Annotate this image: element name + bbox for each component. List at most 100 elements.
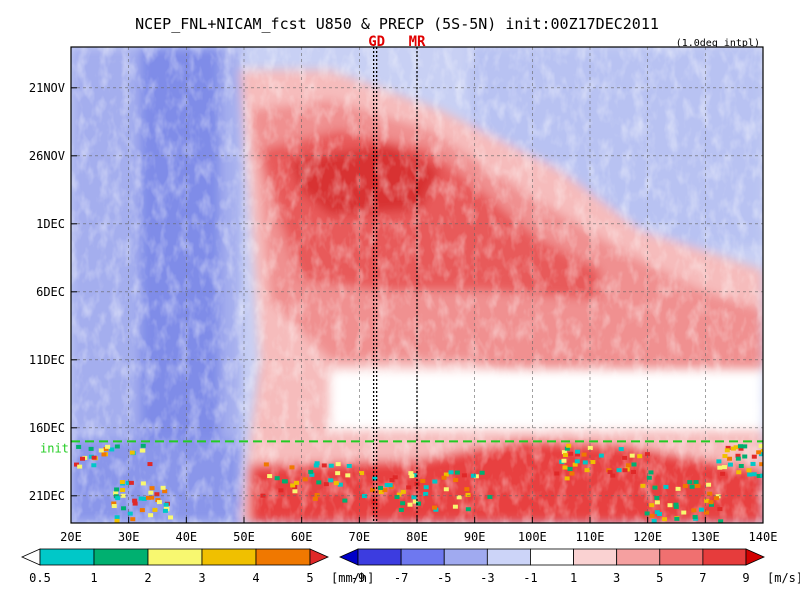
precip-cell (554, 471, 560, 476)
colorbar-label: 0.5 (29, 571, 51, 585)
precip-cell (361, 494, 367, 499)
precip-cell (140, 481, 146, 486)
chart-subtitle: (1.0deg intpl) (676, 38, 760, 49)
precip-cell (111, 501, 117, 506)
precip-cell (562, 465, 568, 470)
precip-cell (625, 463, 631, 468)
precip-cell (652, 485, 658, 490)
precip-cell (629, 453, 635, 458)
precip-cell (407, 502, 413, 507)
x-tick-label: 50E (233, 530, 255, 544)
precip-cell (168, 515, 174, 520)
precip-cell (733, 445, 739, 450)
precip-cell (105, 444, 111, 449)
precip-cell (432, 479, 438, 484)
precip-cell (370, 488, 376, 493)
precip-cell (74, 462, 80, 467)
precip-cell (640, 483, 646, 488)
colorbar-label: -3 (480, 571, 494, 585)
precip-cell (479, 470, 485, 475)
precip-cell (91, 463, 97, 468)
precip-cell (722, 454, 728, 459)
y-tick-label: 1DEC (36, 217, 65, 231)
precip-cell (674, 516, 680, 521)
wind-colorbar: -9 -7 -5 -3 -1 1 3 5 7 9 [m/s] (339, 548, 800, 585)
precip-cell (147, 462, 153, 467)
precip-cell (689, 484, 695, 489)
colorbar-cell (486, 548, 531, 566)
colorbar-label: 2 (144, 571, 151, 585)
precip-cell (704, 498, 710, 503)
precip-cell (114, 515, 120, 520)
precip-cell (759, 462, 763, 467)
precip-cell (704, 510, 710, 515)
precip-cell (750, 461, 756, 466)
precip-cell (372, 476, 378, 481)
precip-cell (314, 493, 320, 498)
precip-cell (572, 462, 578, 467)
colorbar-unit: [mm/h] (331, 571, 374, 585)
precip-cell (371, 499, 377, 504)
precip-cell (408, 471, 414, 476)
precip-cell (345, 473, 351, 478)
colorbar-cell (147, 548, 203, 566)
precip-cell (649, 513, 655, 518)
precip-cell (758, 443, 763, 448)
colorbar-label: 4 (252, 571, 259, 585)
colorbar-label: 3 (198, 571, 205, 585)
precip-cell (742, 454, 748, 459)
precip-cell (396, 492, 402, 497)
precip-cell (98, 448, 104, 453)
precip-cell (654, 495, 660, 500)
x-tick-label: 30E (118, 530, 140, 544)
station-markers: GD MR (368, 34, 426, 50)
precip-cell (148, 490, 154, 495)
colorbar-cell (255, 548, 311, 566)
x-tick-label: 100E (518, 530, 547, 544)
precip-cell (323, 482, 329, 487)
colorbar-label: -5 (437, 571, 451, 585)
precip-cell (756, 450, 762, 455)
x-tick-label: 140E (749, 530, 778, 544)
y-tick-label: 26NOV (29, 149, 65, 163)
x-tick-label: 20E (60, 530, 82, 544)
precip-cell (342, 498, 348, 503)
x-tick-label: 90E (464, 530, 486, 544)
precip-cell (359, 471, 365, 476)
precip-cell (616, 468, 622, 473)
precip-cell (663, 484, 669, 489)
marker-lines (372, 47, 418, 523)
precip-cell (716, 459, 722, 464)
precip-cell (129, 450, 135, 455)
precip-cell (312, 496, 318, 501)
precip-cell (289, 465, 295, 470)
precip-cell (346, 463, 352, 468)
colorbar-cell (339, 548, 359, 566)
colorbar-label: 7 (699, 571, 706, 585)
colorbar-cell (309, 548, 329, 566)
precip-cell (309, 472, 315, 477)
precip-cell (313, 463, 319, 468)
colorbar-cell (573, 548, 618, 566)
precip-cell (760, 448, 763, 453)
precip-cell (423, 491, 429, 496)
precip-cell (682, 483, 688, 488)
colorbar-label: -7 (394, 571, 408, 585)
precip-cell (737, 444, 743, 449)
precip-cell (76, 444, 82, 449)
precip-cell (607, 470, 613, 475)
precip-cell (590, 460, 596, 465)
precip-cell (321, 463, 327, 468)
precip-cell (667, 503, 673, 508)
precip-cell (328, 478, 334, 483)
precip-cell (163, 502, 169, 507)
precip-cell (114, 487, 120, 492)
colorbar-label: 5 (656, 571, 663, 585)
precip-cell (727, 456, 733, 461)
precip-cell (448, 470, 454, 475)
precip-cell (400, 489, 406, 494)
precip-cell (154, 492, 160, 497)
precip-cell (149, 486, 155, 491)
precip-cell (156, 500, 162, 505)
precip-cell (687, 480, 693, 485)
